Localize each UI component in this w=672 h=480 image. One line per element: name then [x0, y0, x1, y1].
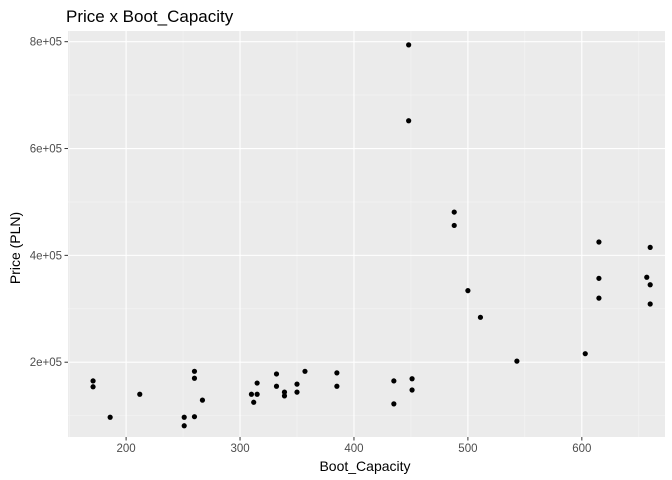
- data-point: [409, 387, 415, 393]
- data-point: [334, 383, 340, 389]
- data-point: [199, 397, 206, 403]
- data-point: [644, 274, 650, 280]
- data-point: [647, 244, 653, 250]
- data-point: [191, 368, 198, 374]
- data-point: [647, 301, 653, 307]
- data-point: [514, 358, 520, 364]
- data-point: [596, 239, 602, 245]
- data-point: [281, 393, 288, 399]
- data-point: [647, 282, 653, 288]
- data-point: [254, 380, 260, 386]
- data-point: [90, 378, 96, 384]
- x-tick-label: 300: [230, 443, 249, 455]
- data-point: [477, 314, 484, 320]
- data-point: [391, 378, 397, 384]
- data-point: [451, 209, 457, 215]
- data-point: [465, 288, 471, 294]
- data-point: [107, 414, 113, 420]
- y-tick-label: 4e+05: [30, 250, 62, 262]
- data-point: [251, 399, 257, 405]
- data-point: [248, 391, 255, 397]
- data-point: [582, 351, 588, 357]
- x-tick-label: 200: [117, 443, 136, 455]
- plot-panel: [68, 31, 665, 437]
- major-grid: [68, 31, 665, 437]
- data-point: [451, 222, 457, 229]
- x-tick-label: 600: [572, 443, 591, 455]
- data-point: [181, 414, 187, 420]
- axis-ticks: [64, 41, 583, 441]
- data-point: [281, 389, 288, 395]
- data-point: [406, 42, 412, 48]
- x-tick-label: 500: [458, 443, 477, 455]
- x-tick-label: 400: [344, 443, 363, 455]
- data-point: [294, 381, 300, 387]
- data-point: [596, 295, 602, 301]
- data-point: [181, 423, 187, 429]
- y-tick-labels: 2e+05 4e+05 6e+05 8e+05: [30, 37, 62, 370]
- data-points: [90, 42, 653, 429]
- y-tick-label: 8e+05: [30, 37, 62, 49]
- data-point: [596, 275, 602, 281]
- data-point: [294, 389, 300, 395]
- y-tick-label: 2e+05: [30, 357, 62, 369]
- y-tick-label: 6e+05: [30, 144, 62, 156]
- data-point: [391, 401, 397, 407]
- data-point: [406, 118, 412, 124]
- data-point: [254, 391, 260, 397]
- x-tick-labels: 200 300 400 500 600: [117, 443, 592, 455]
- data-point: [137, 391, 143, 397]
- minor-grid: [68, 31, 665, 437]
- data-point: [273, 371, 280, 377]
- data-point: [409, 376, 415, 382]
- data-point: [273, 383, 280, 389]
- x-axis-title: Boot_Capacity: [319, 458, 410, 474]
- data-point: [334, 370, 340, 376]
- data-point: [302, 368, 308, 374]
- chart-title: Price x Boot_Capacity: [66, 7, 234, 26]
- data-point: [191, 414, 198, 420]
- y-axis-title: Price (PLN): [7, 212, 23, 284]
- data-point: [191, 375, 198, 381]
- data-point: [90, 384, 96, 390]
